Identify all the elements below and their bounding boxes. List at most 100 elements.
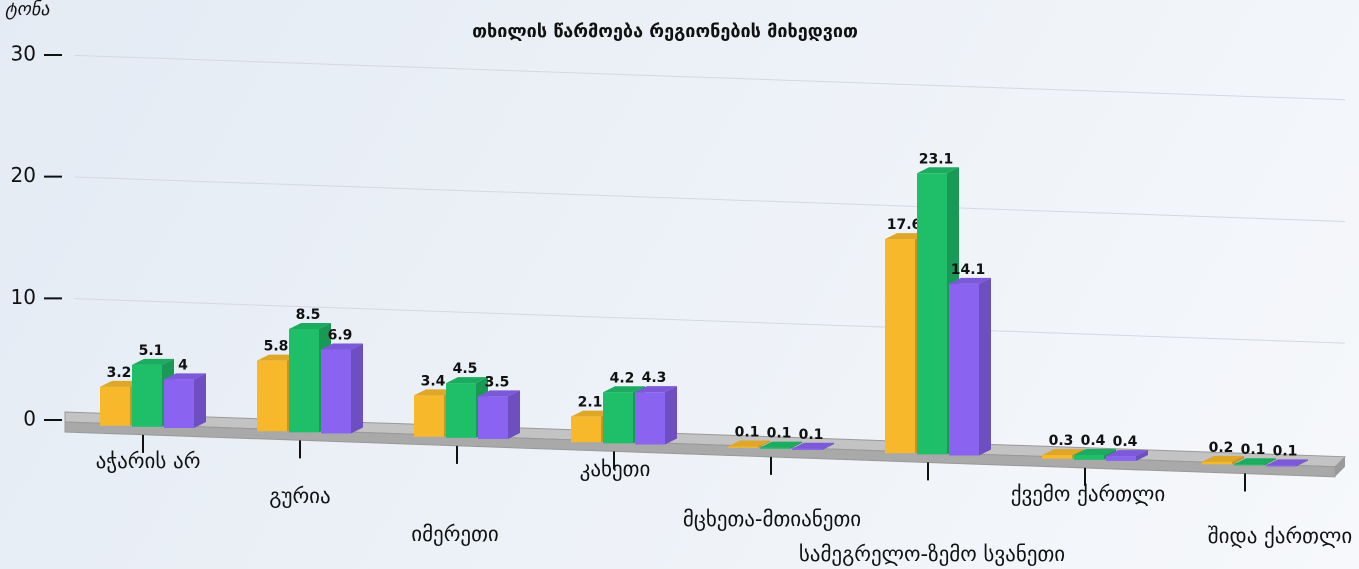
value-label: 5.1 [139,343,164,359]
y-tick-label: 20 [11,163,36,187]
bar-top [1074,448,1116,455]
bar-front [446,383,476,438]
x-tick-label: კახეთი [580,457,651,481]
bar-front [571,416,601,443]
floor-side [1335,456,1345,477]
bar-front [1266,465,1296,467]
bar-top [571,410,613,417]
bar [760,441,802,449]
x-tick-label: მცხეთა-მთიანეთი [683,507,861,531]
value-label: 0.1 [767,426,792,442]
bar-front [603,392,633,444]
bar-top [792,442,834,449]
bar-side [979,277,991,456]
x-tick-label: აჭარის არ [96,449,201,473]
bar-top [257,354,299,361]
bar-top [478,390,520,397]
value-label: 0.3 [1049,433,1074,449]
grid-line [74,176,1346,222]
bar-front [321,349,351,434]
grid-line [74,54,1346,101]
value-label: 4 [178,357,188,373]
bar-front [1234,464,1264,466]
value-label: 0.1 [1241,442,1266,458]
bar-front [917,173,947,455]
grid-line [74,298,1346,344]
bar-side [758,440,770,448]
bar-front [1106,456,1136,461]
bar-front [728,446,758,448]
bar-front [414,395,444,437]
value-label: 14.1 [951,262,986,278]
bar-top [1042,449,1084,456]
y-tick-label: 10 [11,285,36,309]
bar-top [132,358,174,365]
value-label: 0.4 [1081,433,1106,449]
y-tick-label: 30 [11,42,36,66]
bar-front [478,396,508,439]
bar-side [1296,459,1308,467]
value-label: 3.2 [107,365,132,381]
bar-top [289,322,331,329]
bar-side [1232,455,1244,465]
y-tick-label: 0 [23,407,36,431]
x-tick-label: გურია [269,484,330,508]
value-label: 0.1 [735,425,760,441]
bar-top [603,386,645,393]
bar [792,442,834,450]
bar [1106,450,1148,461]
bar-side [822,442,834,450]
value-label: 23.1 [919,151,954,167]
bar-front [100,386,130,426]
bar-top [760,441,802,448]
value-label: 17.6 [887,217,922,233]
value-label: 0.4 [1113,434,1138,450]
value-label: 0.1 [1273,443,1298,459]
bar-side [665,386,677,445]
bar-front [949,283,979,456]
bar-side [351,343,363,434]
bar-top [1234,458,1276,465]
value-label: 3.5 [485,374,510,390]
bar-front [760,447,790,449]
bar-side [1136,450,1148,461]
bar [164,373,206,428]
bar-top [1202,455,1244,462]
bar-front [792,448,822,450]
bar-top [446,377,488,384]
value-label: 0.2 [1209,440,1234,456]
bar-top [949,277,991,284]
bar-top [635,386,677,393]
bar-side [790,441,802,449]
bar-side [1264,458,1276,466]
value-label: 0.1 [799,427,824,443]
bar [321,343,363,434]
bar-top [100,380,142,387]
chart-title: თხილის წარმოება რეგიონების მიხედვით [472,21,858,42]
bar-front [164,379,194,428]
value-label: 2.1 [578,395,603,411]
value-label: 4.2 [610,370,635,386]
bar-top [1106,450,1148,457]
bar-top [917,167,959,174]
bar [635,386,677,445]
value-label: 4.3 [642,370,667,386]
bar-front [1074,454,1104,460]
bar [949,277,991,456]
bar-top [1266,459,1308,466]
bar-front [1202,461,1232,465]
value-label: 8.5 [296,307,321,323]
x-tick-label: ქვემო ქართლი [1011,482,1166,506]
x-tick-label: სამეგრელო-ზემო სვანეთი [799,542,1065,566]
bar [728,440,770,448]
bar [885,233,927,454]
bar-front [885,239,915,454]
bar [1266,459,1308,467]
bar-front [1042,455,1072,459]
value-label: 4.5 [453,361,478,377]
bar-top [885,233,927,240]
y-axis-label: ათ. ტონა [0,0,50,20]
bar [1202,455,1244,465]
value-label: 6.9 [328,328,353,344]
